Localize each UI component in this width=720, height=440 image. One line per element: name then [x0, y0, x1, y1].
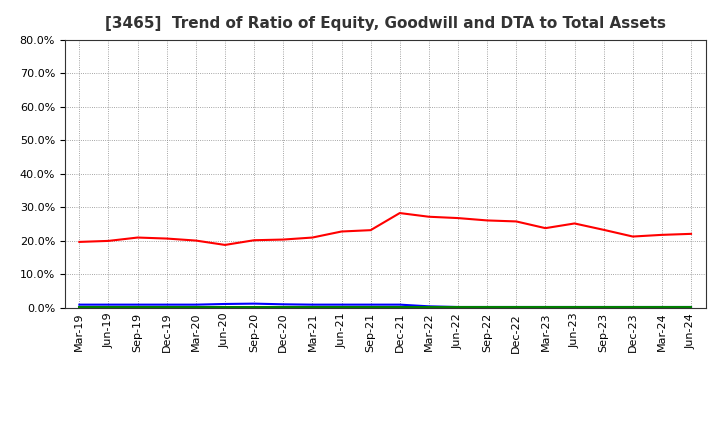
- Goodwill: [250, 301, 258, 306]
- Deferred Tax Assets: [687, 304, 696, 310]
- Equity: [687, 231, 696, 236]
- Goodwill: [512, 304, 521, 310]
- Equity: [133, 235, 142, 240]
- Goodwill: [220, 301, 229, 307]
- Equity: [308, 235, 317, 240]
- Equity: [75, 239, 84, 245]
- Deferred Tax Assets: [599, 304, 608, 310]
- Goodwill: [163, 302, 171, 307]
- Title: [3465]  Trend of Ratio of Equity, Goodwill and DTA to Total Assets: [3465] Trend of Ratio of Equity, Goodwil…: [104, 16, 666, 32]
- Deferred Tax Assets: [250, 304, 258, 310]
- Equity: [512, 219, 521, 224]
- Goodwill: [279, 302, 287, 307]
- Equity: [483, 218, 492, 223]
- Deferred Tax Assets: [192, 304, 200, 310]
- Goodwill: [308, 302, 317, 307]
- Equity: [337, 229, 346, 234]
- Deferred Tax Assets: [279, 304, 287, 310]
- Equity: [279, 237, 287, 242]
- Deferred Tax Assets: [104, 304, 113, 310]
- Deferred Tax Assets: [541, 304, 550, 310]
- Equity: [395, 210, 404, 216]
- Goodwill: [454, 304, 462, 310]
- Goodwill: [687, 304, 696, 310]
- Equity: [570, 221, 579, 226]
- Deferred Tax Assets: [657, 304, 666, 310]
- Equity: [104, 238, 113, 244]
- Deferred Tax Assets: [483, 304, 492, 310]
- Equity: [425, 214, 433, 220]
- Equity: [629, 234, 637, 239]
- Deferred Tax Assets: [366, 304, 375, 310]
- Equity: [454, 216, 462, 221]
- Deferred Tax Assets: [454, 304, 462, 310]
- Goodwill: [395, 302, 404, 307]
- Deferred Tax Assets: [570, 304, 579, 310]
- Deferred Tax Assets: [75, 304, 84, 310]
- Goodwill: [192, 302, 200, 307]
- Deferred Tax Assets: [133, 304, 142, 310]
- Deferred Tax Assets: [629, 304, 637, 310]
- Deferred Tax Assets: [163, 304, 171, 310]
- Goodwill: [599, 304, 608, 310]
- Equity: [541, 226, 550, 231]
- Goodwill: [570, 304, 579, 310]
- Equity: [220, 242, 229, 248]
- Goodwill: [541, 304, 550, 310]
- Equity: [366, 227, 375, 233]
- Equity: [599, 227, 608, 232]
- Goodwill: [75, 302, 84, 307]
- Deferred Tax Assets: [220, 304, 229, 310]
- Goodwill: [483, 304, 492, 310]
- Deferred Tax Assets: [395, 304, 404, 310]
- Line: Goodwill: Goodwill: [79, 304, 691, 307]
- Equity: [657, 232, 666, 238]
- Goodwill: [133, 302, 142, 307]
- Deferred Tax Assets: [512, 304, 521, 310]
- Line: Equity: Equity: [79, 213, 691, 245]
- Goodwill: [337, 302, 346, 307]
- Goodwill: [425, 304, 433, 309]
- Goodwill: [657, 304, 666, 310]
- Goodwill: [366, 302, 375, 307]
- Deferred Tax Assets: [337, 304, 346, 310]
- Deferred Tax Assets: [308, 304, 317, 310]
- Equity: [250, 238, 258, 243]
- Equity: [163, 236, 171, 241]
- Deferred Tax Assets: [425, 304, 433, 310]
- Goodwill: [629, 304, 637, 310]
- Goodwill: [104, 302, 113, 307]
- Equity: [192, 238, 200, 243]
